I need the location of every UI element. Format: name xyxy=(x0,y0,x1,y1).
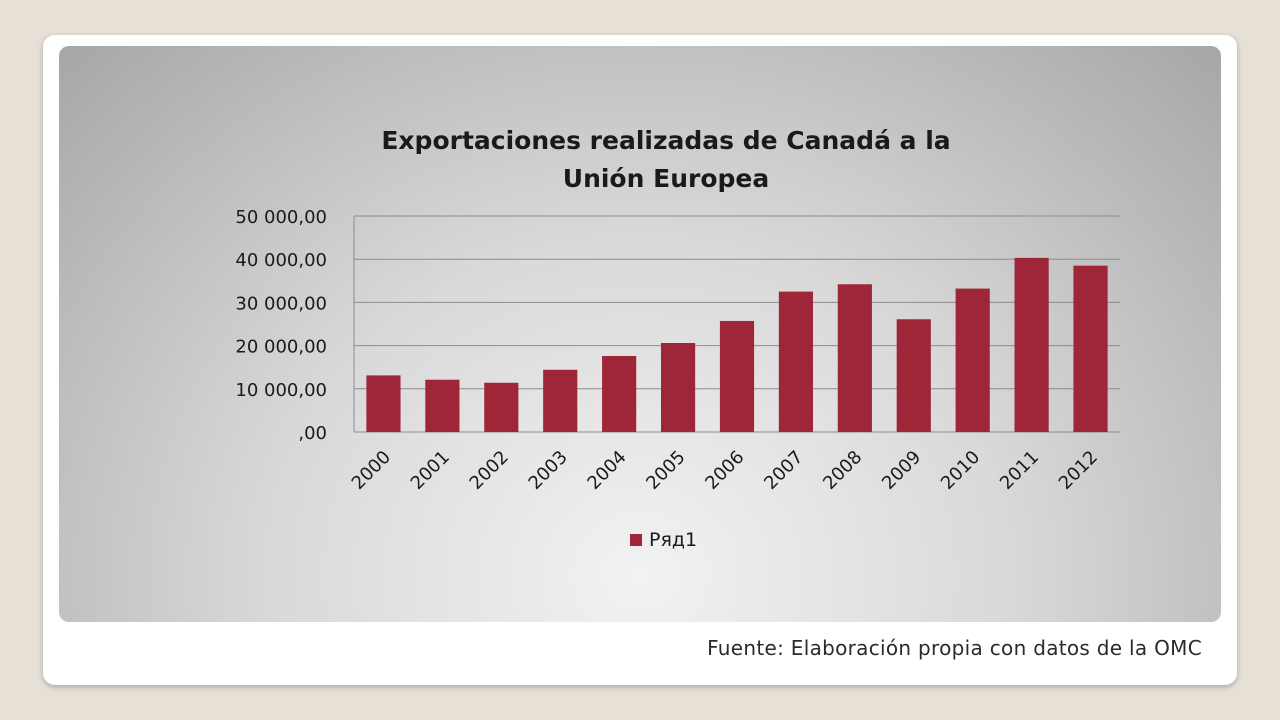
bar xyxy=(1073,265,1108,432)
bar xyxy=(543,369,578,432)
y-tick-label: 40 000,00 xyxy=(235,250,327,271)
bar xyxy=(660,343,696,432)
bar xyxy=(1014,257,1049,432)
y-tick-label: 10 000,00 xyxy=(235,380,327,401)
bar-chart: Exportaciones realizadas de Canadá a la U… xyxy=(235,126,1120,551)
x-tick-label: 2000 xyxy=(348,447,395,494)
source-note: Fuente: Elaboración propia con datos de … xyxy=(707,636,1202,660)
bar xyxy=(955,288,990,432)
chart-title-line: Exportaciones realizadas de Canadá a la xyxy=(381,126,950,155)
x-tick-label: 2009 xyxy=(878,447,925,494)
y-tick-label: ,00 xyxy=(298,423,327,444)
bar xyxy=(366,375,401,432)
chart-panel: Exportaciones realizadas de Canadá a la U… xyxy=(59,46,1221,622)
bar xyxy=(484,382,519,432)
x-tick-label: 2001 xyxy=(407,447,454,494)
x-tick-label: 2005 xyxy=(642,447,689,494)
x-tick-label: 2012 xyxy=(1055,447,1102,494)
bar xyxy=(778,291,814,432)
bar xyxy=(602,355,637,432)
x-tick-label: 2008 xyxy=(819,447,866,494)
x-tick-label: 2007 xyxy=(760,447,807,494)
x-tick-label: 2011 xyxy=(996,447,1043,494)
y-tick-label: 20 000,00 xyxy=(235,337,327,358)
x-tick-label: 2006 xyxy=(701,447,748,494)
legend-label: Ряд1 xyxy=(649,529,697,551)
x-tick-label: 2010 xyxy=(937,447,984,494)
x-tick-label: 2004 xyxy=(583,447,630,494)
y-tick-label: 30 000,00 xyxy=(235,293,327,314)
x-tick-label: 2003 xyxy=(525,447,572,494)
x-tick-label: 2002 xyxy=(466,447,513,494)
bar xyxy=(837,284,872,432)
legend-swatch xyxy=(630,534,642,546)
y-tick-label: 50 000,00 xyxy=(235,207,327,228)
bar xyxy=(719,320,755,432)
bar xyxy=(425,379,460,432)
chart-title-line: Unión Europea xyxy=(563,164,769,193)
bar xyxy=(896,319,931,432)
